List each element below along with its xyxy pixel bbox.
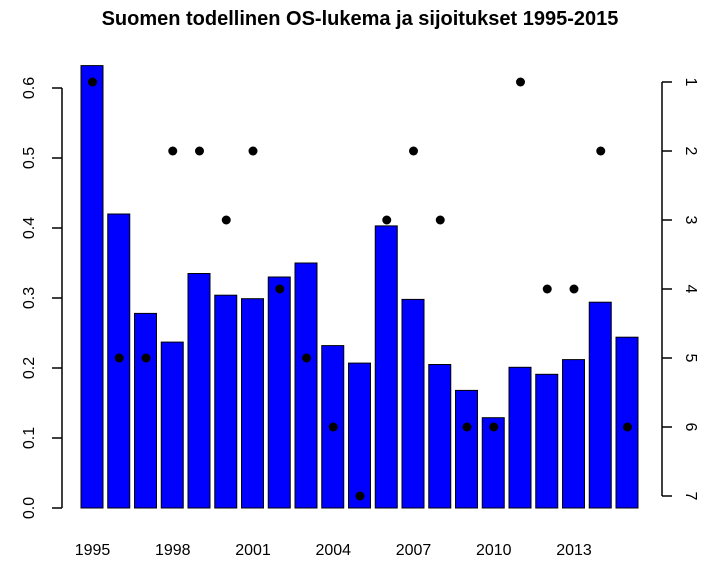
y-tick-label: 0.2 [21,357,38,379]
y2-tick-label: 7 [682,492,699,501]
y-axis-left: 0.0 0.1 0.2 0.3 0.4 0.5 0.6 [21,77,63,519]
point-2000 [221,215,231,225]
point-2004 [328,422,338,432]
bar-1998 [160,341,184,509]
bar-2006 [374,225,398,509]
point-2011 [516,77,525,87]
point-2008 [435,215,445,225]
point-2003 [302,353,311,363]
chart-title: Suomen todellinen OS-lukema ja sijoituks… [102,8,619,30]
x-tick-label: 1995 [75,542,111,559]
bar-2007 [401,298,425,509]
bar-2000 [214,294,238,509]
bar-2003 [294,262,318,509]
y-tick-label: 0.1 [21,427,38,449]
point-2002 [275,284,285,294]
point-2013 [569,284,579,294]
bar-2009 [455,389,478,509]
bars-layer [80,65,639,509]
x-tick-label: 2004 [315,542,351,559]
bar-2002 [267,276,291,509]
y2-tick-label: 4 [682,285,699,294]
bar-2013 [562,359,585,509]
point-2005 [355,491,365,501]
y2-tick-label: 2 [682,147,699,156]
y2-tick-label: 6 [682,423,699,432]
y-tick-label: 0.6 [21,77,38,99]
y-tick-label: 0.3 [21,287,38,309]
bar-2011 [508,366,532,509]
y-tick-label: 0.4 [21,217,38,239]
bar-2014 [588,301,612,509]
x-tick-label: 2013 [556,542,592,559]
x-tick-label: 1998 [155,542,191,559]
bar-1997 [134,312,157,509]
x-axis-labels: 1995 1998 2001 2004 2007 2010 2013 [75,542,592,559]
point-2012 [542,284,552,294]
x-tick-label: 2010 [476,542,512,559]
point-2007 [409,146,418,156]
y2-tick-label: 3 [682,216,699,225]
y-axis-right: 1 2 3 4 5 6 7 [661,78,699,501]
bar-2010 [481,417,505,509]
y2-tick-label: 5 [682,354,699,363]
point-2014 [596,146,606,156]
bar-2001 [241,298,264,509]
point-2006 [382,215,392,225]
bar-2005 [348,362,371,509]
x-tick-label: 2001 [235,542,271,559]
point-1998 [168,146,178,156]
y2-tick-label: 1 [682,78,699,87]
x-tick-label: 2007 [396,542,432,559]
point-2015 [623,422,632,432]
point-1995 [88,77,97,87]
point-2010 [489,422,499,432]
bar-2012 [535,373,559,509]
point-2001 [248,146,258,156]
bar-1995 [80,65,104,509]
points-layer [88,77,632,501]
point-1999 [195,146,204,156]
y-tick-label: 0.0 [21,497,38,519]
y-tick-label: 0.5 [21,147,38,169]
point-2009 [462,422,472,432]
bar-1999 [187,273,211,509]
point-1997 [141,353,151,363]
bar-2008 [428,364,452,509]
point-1996 [114,353,124,363]
